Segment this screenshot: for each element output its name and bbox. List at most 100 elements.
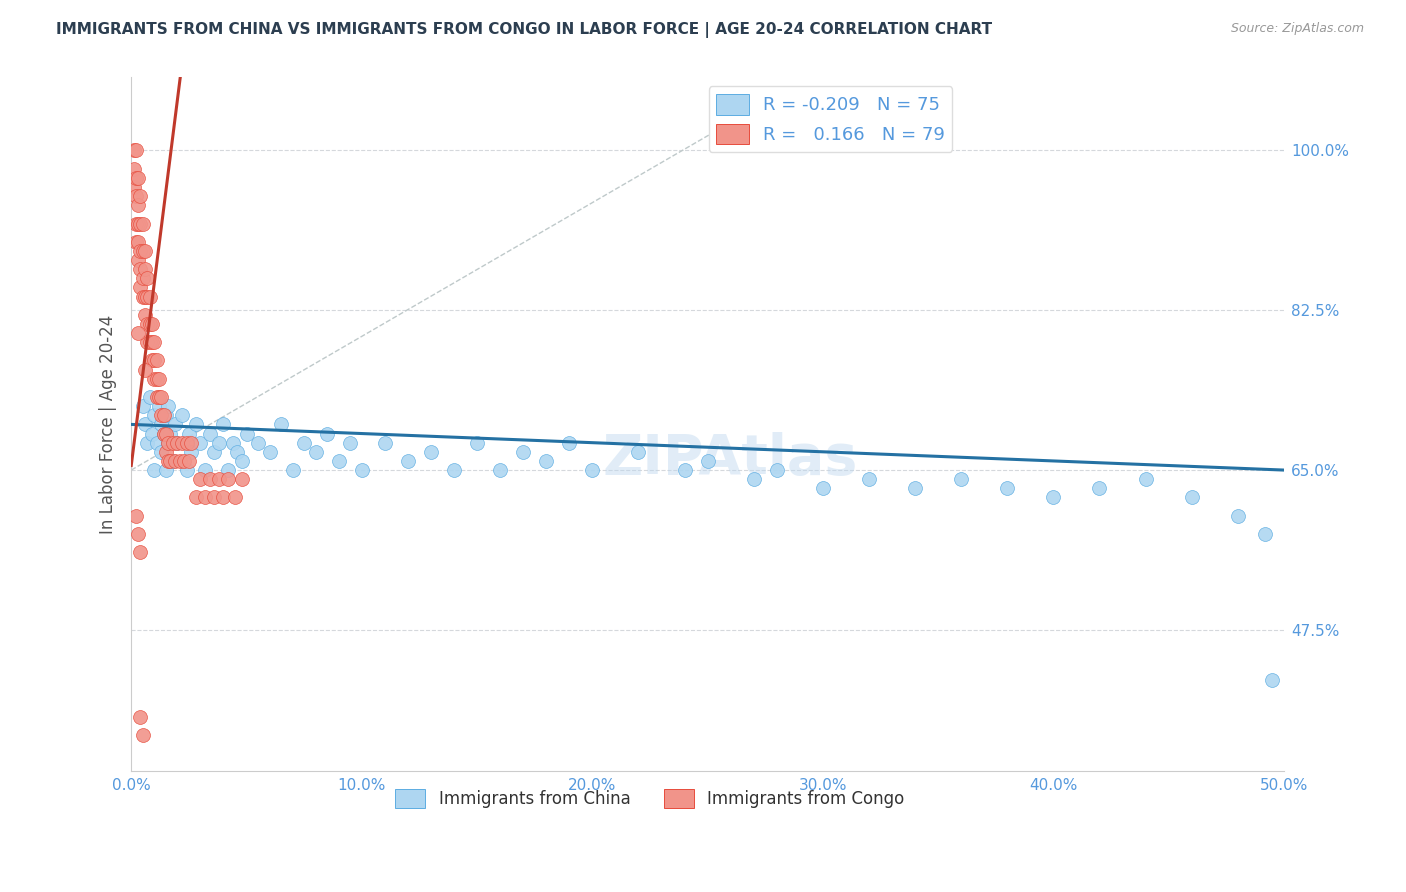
Point — [145, 372, 167, 386]
Point — [226, 445, 249, 459]
Point — [143, 335, 166, 350]
Point — [350, 463, 373, 477]
Point — [180, 435, 202, 450]
Point — [512, 445, 534, 459]
Point — [125, 170, 148, 185]
Point — [177, 426, 200, 441]
Point — [316, 426, 339, 441]
Point — [136, 271, 159, 285]
Point — [138, 289, 160, 303]
Point — [396, 454, 419, 468]
Point — [129, 280, 152, 294]
Point — [217, 463, 239, 477]
Point — [328, 454, 350, 468]
Point — [170, 435, 193, 450]
Point — [157, 399, 180, 413]
Point — [995, 481, 1018, 495]
Point — [159, 426, 181, 441]
Point — [132, 289, 155, 303]
Point — [127, 326, 149, 340]
Point — [292, 435, 315, 450]
Point — [143, 463, 166, 477]
Point — [1261, 673, 1284, 687]
Point — [305, 445, 328, 459]
Point — [134, 289, 156, 303]
Point — [134, 417, 156, 432]
Point — [138, 317, 160, 331]
Point — [177, 454, 200, 468]
Point — [125, 508, 148, 523]
Point — [132, 217, 155, 231]
Text: Source: ZipAtlas.com: Source: ZipAtlas.com — [1230, 22, 1364, 36]
Point — [143, 372, 166, 386]
Point — [127, 253, 149, 268]
Point — [141, 426, 163, 441]
Point — [765, 463, 787, 477]
Point — [184, 491, 207, 505]
Point — [129, 709, 152, 723]
Point — [157, 454, 180, 468]
Point — [208, 472, 231, 486]
Point — [208, 435, 231, 450]
Point — [125, 189, 148, 203]
Point — [125, 144, 148, 158]
Point — [132, 271, 155, 285]
Point — [235, 426, 257, 441]
Point — [145, 353, 167, 368]
Point — [157, 435, 180, 450]
Point — [217, 472, 239, 486]
Point — [125, 235, 148, 249]
Point — [138, 335, 160, 350]
Point — [162, 454, 184, 468]
Point — [1181, 491, 1204, 505]
Point — [259, 445, 281, 459]
Point — [143, 353, 166, 368]
Y-axis label: In Labor Force | Age 20-24: In Labor Force | Age 20-24 — [100, 315, 117, 534]
Point — [152, 426, 174, 441]
Point — [950, 472, 973, 486]
Point — [169, 454, 191, 468]
Point — [374, 435, 396, 450]
Point — [138, 390, 160, 404]
Point — [155, 409, 177, 423]
Point — [148, 372, 170, 386]
Point — [1088, 481, 1111, 495]
Point — [339, 435, 361, 450]
Point — [165, 454, 187, 468]
Point — [231, 454, 253, 468]
Point — [145, 390, 167, 404]
Point — [143, 409, 166, 423]
Point — [194, 463, 217, 477]
Point — [202, 445, 225, 459]
Point — [176, 435, 198, 450]
Point — [129, 262, 152, 277]
Point — [134, 262, 156, 277]
Point — [465, 435, 488, 450]
Point — [202, 491, 225, 505]
Point — [132, 399, 155, 413]
Point — [184, 417, 207, 432]
Point — [1135, 472, 1157, 486]
Point — [155, 426, 177, 441]
Point — [152, 426, 174, 441]
Point — [129, 217, 152, 231]
Point — [132, 728, 155, 742]
Point — [673, 463, 696, 477]
Point — [221, 435, 243, 450]
Point — [155, 445, 177, 459]
Point — [281, 463, 304, 477]
Point — [443, 463, 465, 477]
Point — [129, 244, 152, 258]
Point — [136, 435, 159, 450]
Point — [141, 335, 163, 350]
Point — [270, 417, 292, 432]
Point — [132, 244, 155, 258]
Point — [212, 417, 235, 432]
Point — [173, 454, 195, 468]
Point — [212, 491, 235, 505]
Point — [150, 390, 173, 404]
Point — [136, 335, 159, 350]
Point — [1042, 491, 1064, 505]
Point — [127, 217, 149, 231]
Text: IMMIGRANTS FROM CHINA VS IMMIGRANTS FROM CONGO IN LABOR FORCE | AGE 20-24 CORREL: IMMIGRANTS FROM CHINA VS IMMIGRANTS FROM… — [56, 22, 993, 38]
